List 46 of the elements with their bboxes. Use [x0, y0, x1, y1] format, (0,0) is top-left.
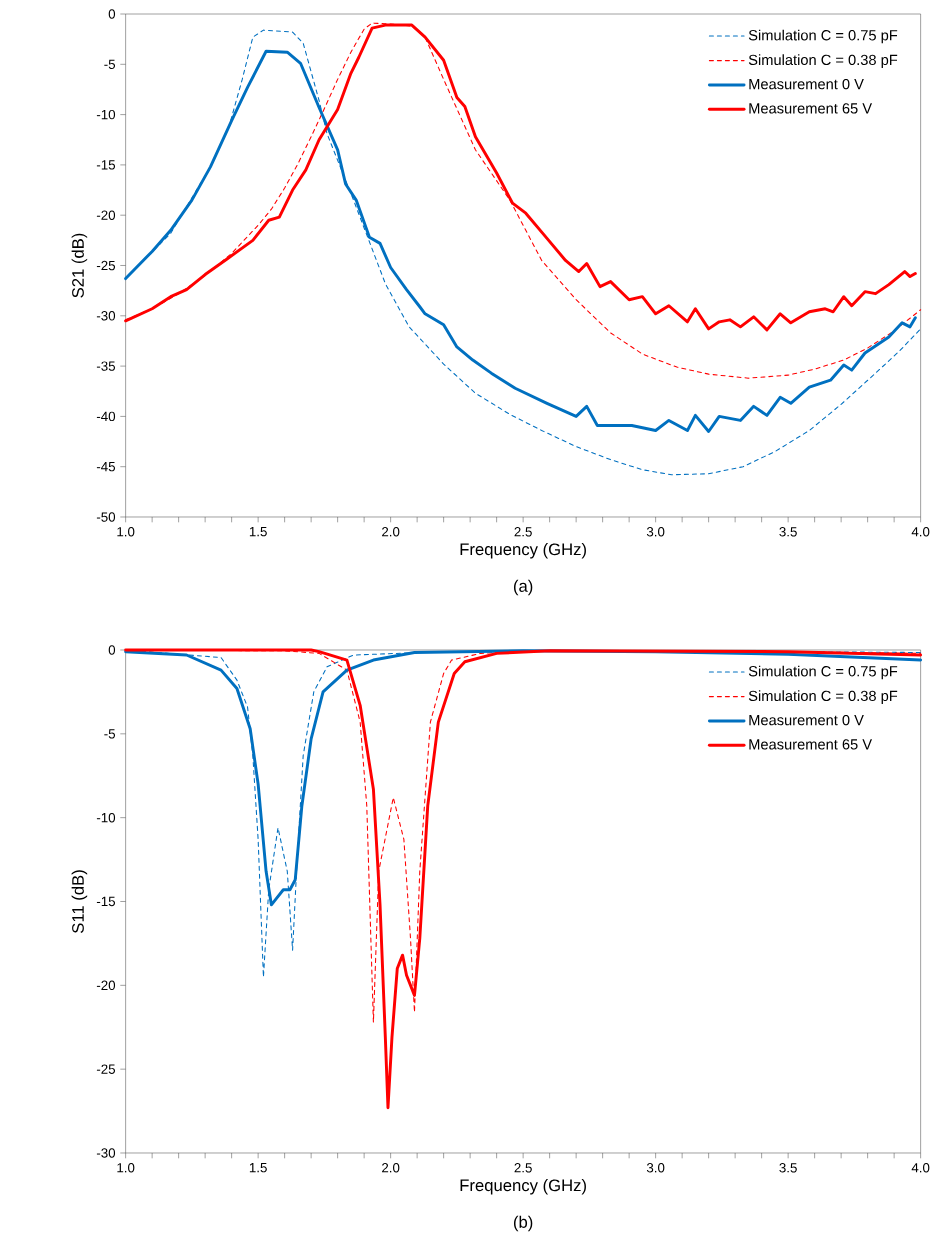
x-tick-label: 1.5	[250, 1163, 268, 1173]
y-tick-label: -30	[97, 1148, 116, 1158]
y-tick-label: -10	[97, 109, 116, 120]
x-tick-label: 1.0	[117, 1163, 135, 1173]
x-tick-label: 1.0	[117, 527, 135, 537]
legend-label: Simulation C = 0.75 pF	[749, 29, 898, 44]
legend-label: Measurement 0 V	[749, 78, 865, 90]
y-tick-label: -20	[97, 980, 116, 991]
legend-label: Measurement 65 V	[749, 739, 873, 750]
y-tick-label: -5	[104, 59, 116, 69]
y-tick-label: -15	[97, 896, 116, 907]
y-axis-title: S11 (dB)	[71, 870, 88, 934]
x-tick-label: 2.5	[514, 527, 533, 537]
y-tick-label: -40	[97, 411, 116, 422]
y-tick-label: 0	[108, 645, 116, 655]
y-tick-label: -30	[97, 311, 116, 321]
y-tick-label: -45	[97, 462, 116, 472]
x-tick-label: 1.5	[250, 527, 268, 537]
x-axis-title: Frequency (GHz)	[460, 542, 587, 559]
y-tick-label: -15	[97, 160, 116, 170]
legend-label: Measurement 0 V	[749, 714, 865, 726]
y-tick-label: -25	[97, 260, 116, 271]
y-tick-label: -10	[97, 812, 116, 823]
x-tick-label: 4.0	[911, 1163, 930, 1173]
x-tick-label: 3.0	[647, 527, 665, 537]
x-tick-label: 2.5	[514, 1163, 533, 1173]
x-tick-label: 4.0	[911, 527, 930, 537]
legend-label: Measurement 65 V	[749, 103, 873, 114]
text: (b)	[514, 1215, 533, 1232]
y-tick-label: -20	[97, 210, 116, 220]
y-tick-label: 0	[108, 9, 116, 19]
legend-label: Simulation C = 0.38 pF	[749, 54, 898, 68]
y-tick-label: -25	[97, 1064, 116, 1074]
y-tick-label: -5	[104, 729, 116, 739]
y-tick-label: -50	[97, 512, 116, 522]
x-tick-label: 3.5	[779, 1163, 798, 1173]
x-tick-label: 2.0	[382, 527, 400, 537]
x-tick-label: 3.5	[779, 527, 798, 537]
text: (a)	[514, 579, 533, 596]
legend-label: Simulation C = 0.75 pF	[749, 665, 898, 680]
y-axis-title: S21 (dB)	[71, 233, 88, 298]
legend-label: Simulation C = 0.38 pF	[749, 690, 898, 704]
y-tick-label: -35	[97, 361, 116, 371]
x-tick-label: 3.0	[647, 1163, 665, 1173]
x-axis-title: Frequency (GHz)	[460, 1178, 587, 1195]
x-tick-label: 2.0	[382, 1163, 400, 1173]
